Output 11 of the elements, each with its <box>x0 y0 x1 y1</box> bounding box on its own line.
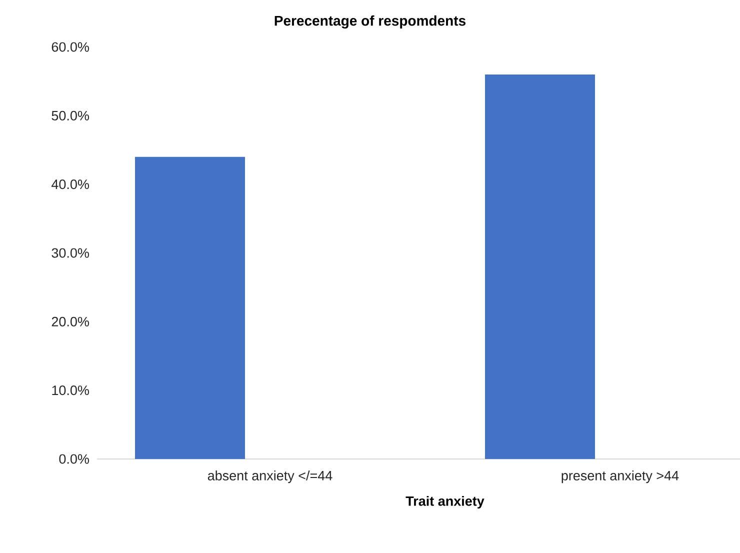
y-tick-label: 60.0% <box>52 42 89 52</box>
x-axis-title: Trait anxiety <box>406 496 484 509</box>
y-tick-label: 10.0% <box>52 386 89 396</box>
y-tick-label: 40.0% <box>52 180 89 190</box>
y-tick-label: 20.0% <box>52 316 89 326</box>
y-tick-label: 0.0% <box>59 454 89 464</box>
chart-title: Perecentage of respomdents <box>274 15 466 29</box>
y-tick-label: 30.0% <box>52 248 89 258</box>
x-tick-label: absent anxiety </=44 <box>208 470 332 484</box>
x-tick-label: present anxiety >44 <box>562 470 679 484</box>
y-tick-label: 50.0% <box>52 110 89 120</box>
